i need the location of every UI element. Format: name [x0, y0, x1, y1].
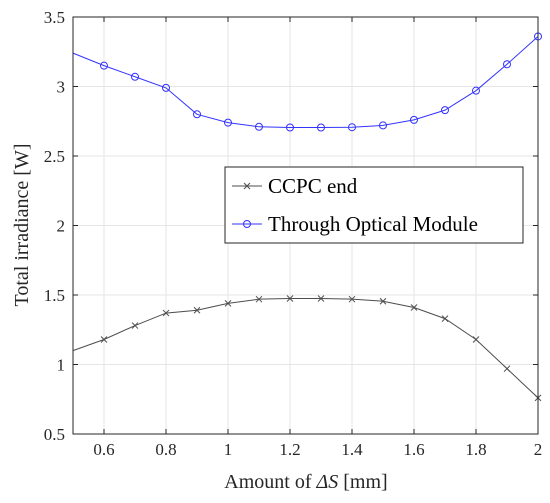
data-point [162, 83, 170, 92]
legend: CCPC end Through Optical Module [224, 166, 524, 244]
data-point-stroke [100, 336, 108, 343]
data-point [255, 295, 263, 303]
legend-label-optical: Through Optical Module [268, 212, 478, 236]
series-line-through-optical-module [72, 36, 539, 128]
data-point-stroke [410, 304, 418, 311]
data-point [379, 121, 387, 130]
y-tick-label: 3 [57, 78, 66, 97]
y-axis-title: Total irradiance [W] [11, 144, 33, 307]
data-point [317, 123, 325, 132]
legend-marker-optical [243, 220, 251, 228]
series-line-ccpc-end [72, 297, 539, 399]
x-axis-title: Amount of ΔS [mm] [224, 471, 387, 493]
data-point [441, 106, 449, 115]
data-point [503, 60, 511, 69]
data-point-stroke [503, 365, 511, 373]
data-point [193, 110, 201, 119]
data-point [224, 299, 232, 307]
legend-marker-ccpc [243, 182, 251, 190]
data-point-stroke [162, 309, 170, 317]
series-layer [72, 32, 542, 402]
tick-labels: 0.6 0.8 1 1.2 1.4 1.6 1.8 2 0.5 1 1.5 2 2.5 3 3.5 [44, 8, 543, 459]
ticks [73, 16, 539, 435]
data-point-stroke [379, 297, 387, 305]
data-point [100, 336, 108, 343]
x-tick-label: 2 [534, 440, 543, 459]
data-point-stroke [224, 299, 232, 307]
y-tick-label: 3.5 [44, 8, 65, 27]
data-point [255, 122, 263, 131]
data-point [441, 315, 449, 322]
data-point-stroke [441, 315, 449, 322]
data-point [224, 118, 232, 127]
legend-box [224, 166, 524, 244]
data-point [348, 295, 356, 303]
y-tick-label: 1.5 [44, 286, 65, 305]
data-point-stroke [255, 295, 263, 303]
x-tick-label: 1.8 [465, 440, 486, 459]
series-through-optical-module [72, 32, 542, 132]
data-point-stroke [193, 306, 201, 314]
data-point [286, 123, 294, 132]
legend-label-ccpc: CCPC end [268, 174, 358, 198]
y-tick-label: 1 [57, 356, 66, 375]
data-point [162, 309, 170, 317]
data-point-stroke [131, 322, 139, 329]
data-point [100, 61, 108, 70]
data-point [193, 306, 201, 314]
data-point [131, 72, 139, 81]
data-point-stroke [348, 295, 356, 303]
data-point [348, 123, 356, 132]
data-point [472, 86, 480, 95]
data-point [410, 115, 418, 124]
y-tick-label: 2 [57, 217, 66, 236]
series-ccpc-end [72, 295, 542, 402]
x-tick-label: 1.2 [279, 440, 300, 459]
data-point [317, 295, 325, 302]
y-tick-label: 0.5 [44, 425, 65, 444]
x-tick-label: 1.4 [341, 440, 363, 459]
data-point [410, 304, 418, 311]
data-point-stroke [317, 295, 325, 302]
data-point-stroke [472, 336, 480, 343]
data-point-stroke [286, 295, 294, 302]
x-tick-label: 1.6 [403, 440, 424, 459]
data-point [379, 297, 387, 305]
data-point [131, 322, 139, 329]
data-point [503, 365, 511, 373]
x-tick-label: 0.8 [155, 440, 176, 459]
data-point [286, 295, 294, 302]
x-tick-label: 0.6 [93, 440, 114, 459]
data-point [472, 336, 480, 343]
y-tick-label: 2.5 [44, 147, 65, 166]
x-tick-label: 1 [224, 440, 233, 459]
